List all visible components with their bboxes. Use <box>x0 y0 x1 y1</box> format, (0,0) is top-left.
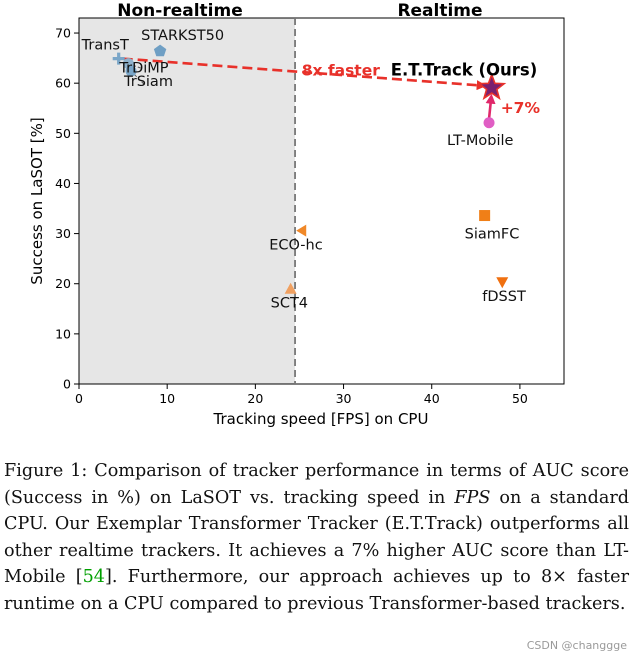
label-trdimp: TrDiMP <box>118 61 168 77</box>
y-tick-label: 10 <box>55 326 71 341</box>
y-tick-label: 0 <box>63 377 71 392</box>
x-tick-label: 50 <box>512 391 528 406</box>
caption-text-2: on a standard CPU. Our Exemplar Transfor… <box>4 487 629 588</box>
y-tick-label: 20 <box>55 276 71 291</box>
marker-eco-hc <box>296 224 307 237</box>
gain-label: +7% <box>501 99 541 117</box>
label-starkst50: STARKST50 <box>141 28 224 44</box>
x-tick-label: 30 <box>336 391 352 406</box>
label-siamfc: SiamFC <box>465 227 520 243</box>
y-tick-label: 60 <box>55 76 71 91</box>
y-tick-label: 30 <box>55 226 71 241</box>
marker-transt <box>112 52 125 65</box>
y-axis-ticks: 0 10 20 30 40 50 60 70 <box>55 26 79 392</box>
marker-lt-mobile <box>483 117 495 129</box>
watermark: CSDN @changgge <box>526 639 627 652</box>
caption-reference-link[interactable]: 54 <box>82 567 105 588</box>
nonrealtime-region <box>79 18 296 384</box>
caption-fps: FPS <box>454 487 491 508</box>
label-sct4: SCT4 <box>271 296 308 312</box>
speedup-arrow <box>122 57 487 91</box>
label-transt: TransT <box>81 38 129 54</box>
label-fdsst: fDSST <box>482 289 526 305</box>
marker-e-t-track-ours <box>477 72 507 101</box>
caption-figure-label: Figure 1: <box>4 461 88 481</box>
y-tick-label: 70 <box>55 26 71 41</box>
x-tick-label: 20 <box>247 391 263 406</box>
gain-arrow <box>485 93 496 119</box>
caption-text-3: ]. Furthermore, our approach achieves up… <box>4 567 629 614</box>
marker-trsiam <box>125 65 137 77</box>
marker-starkst50 <box>153 44 167 57</box>
scatter-chart: Non-realtime Realtime 0 10 20 30 40 50 0 10 20 3… <box>28 1 565 428</box>
x-tick-label: 40 <box>424 391 440 406</box>
y-axis-label: Success on LaSOT [%] <box>28 117 46 284</box>
label-trsiam: TrSiam <box>123 74 173 90</box>
caption-text-1: Comparison of tracker performance in ter… <box>4 461 629 508</box>
speedup-label: 8x faster <box>302 62 381 80</box>
label-e-t-track-ours: E.T.Track (Ours) <box>391 61 538 80</box>
leader-line <box>130 70 146 86</box>
x-tick-label: 10 <box>159 391 175 406</box>
figure-caption: Figure 1: Comparison of tracker performa… <box>4 458 629 618</box>
label-eco-hc: ECO-hc <box>269 238 323 254</box>
plot-frame <box>78 17 565 385</box>
y-tick-label: 40 <box>55 176 71 191</box>
x-tick-label: 0 <box>75 391 83 406</box>
marker-siamfc <box>479 210 491 222</box>
y-tick-label: 50 <box>55 126 71 141</box>
x-axis-ticks: 0 10 20 30 40 50 <box>75 384 528 406</box>
marker-fdsst <box>496 277 509 289</box>
label-lt-mobile: LT-Mobile <box>447 133 513 149</box>
marker-sct4 <box>284 282 297 294</box>
region-label-nonrealtime: Non-realtime <box>117 1 242 21</box>
region-label-realtime: Realtime <box>397 1 482 21</box>
x-axis-label: Tracking speed [FPS] on CPU <box>213 410 429 428</box>
data-points <box>112 44 509 294</box>
